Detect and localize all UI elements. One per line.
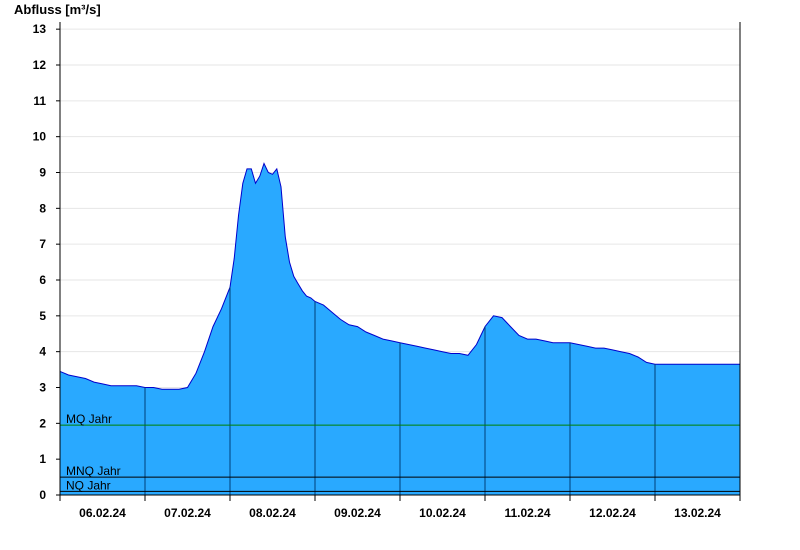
y-tick-label: 7 (39, 237, 46, 251)
y-tick-label: 3 (39, 381, 46, 395)
y-tick-label: 1 (39, 452, 46, 466)
x-tick-label: 07.02.24 (164, 506, 211, 520)
y-tick-label: 2 (39, 416, 46, 430)
y-tick-label: 9 (39, 166, 46, 180)
x-tick-label: 10.02.24 (419, 506, 466, 520)
x-tick-label: 06.02.24 (79, 506, 126, 520)
y-tick-label: 13 (33, 22, 47, 36)
y-tick-label: 6 (39, 273, 46, 287)
y-tick-label: 11 (33, 94, 46, 108)
x-tick-label: 09.02.24 (334, 506, 381, 520)
x-tick-label: 13.02.24 (674, 506, 721, 520)
y-axis-label: Abfluss [m³/s] (14, 2, 101, 17)
y-tick-label: 0 (39, 488, 46, 502)
y-tick-label: 5 (39, 309, 46, 323)
y-tick-label: 4 (39, 345, 46, 359)
x-axis-ticks: 06.02.24 07.02.24 08.02.24 09.02.24 10.02.24… (59, 495, 741, 520)
x-tick-label: 12.02.24 (589, 506, 636, 520)
y-tick-label: 8 (39, 201, 46, 215)
reference-line-label: MNQ Jahr (66, 464, 121, 478)
x-tick-label: 11.02.24 (504, 506, 550, 520)
x-tick-label: 08.02.24 (249, 506, 296, 520)
discharge-line (59, 162, 740, 390)
y-tick-label: 12 (33, 58, 47, 72)
y-tick-label: 10 (33, 130, 47, 144)
reference-line-label: MQ Jahr (66, 412, 112, 426)
reference-line-label: NQ Jahr (66, 478, 111, 492)
